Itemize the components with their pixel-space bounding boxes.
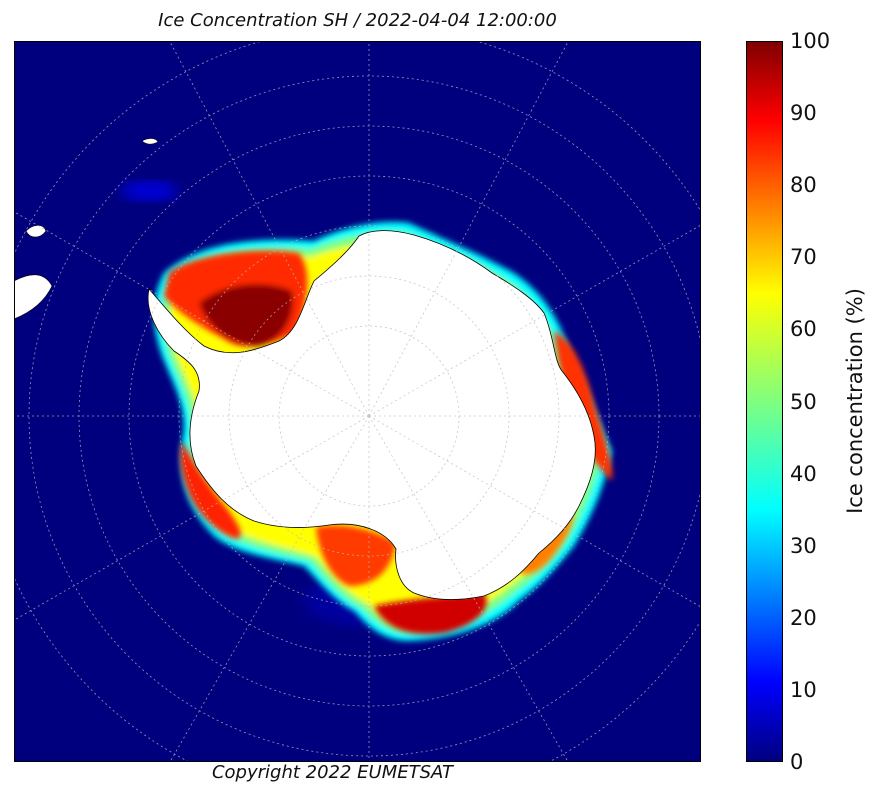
graticule [14, 41, 701, 762]
antarctica-land [147, 230, 596, 600]
colorbar-tick-label: 40 [790, 461, 817, 486]
colorbar-tick-label: 80 [790, 173, 817, 198]
weddell-sea-core [199, 284, 293, 346]
island [25, 225, 47, 238]
colorbar-gradient [746, 41, 783, 762]
ross-sea-ice [316, 525, 396, 586]
colorbar-tick-label: 30 [790, 533, 817, 558]
copyright-notice: Copyright 2022 EUMETSAT [211, 762, 454, 783]
map-frame [14, 41, 701, 762]
south-america-tip [14, 274, 53, 320]
colorbar-tick-label: 70 [790, 245, 817, 270]
pack-ice [164, 250, 613, 635]
ice-concentration-map [14, 41, 701, 762]
colorbar-tick-label: 100 [790, 29, 831, 53]
colorbar-tick-label: 50 [790, 389, 817, 414]
colorbar-tick-label: 20 [790, 605, 817, 630]
colorbar-label: Ice concentration (%) [843, 288, 867, 514]
colorbar-tick-label: 90 [790, 101, 817, 126]
colorbar-tick-label: 0 [790, 750, 804, 774]
colorbar-tick-label: 60 [790, 317, 817, 342]
colorbar-tick-label: 10 [790, 677, 817, 702]
colorbar [746, 41, 783, 762]
island [141, 138, 159, 145]
map-title: Ice Concentration SH / 2022-04-04 12:00:… [158, 10, 557, 31]
low-ice-patch [121, 181, 177, 201]
